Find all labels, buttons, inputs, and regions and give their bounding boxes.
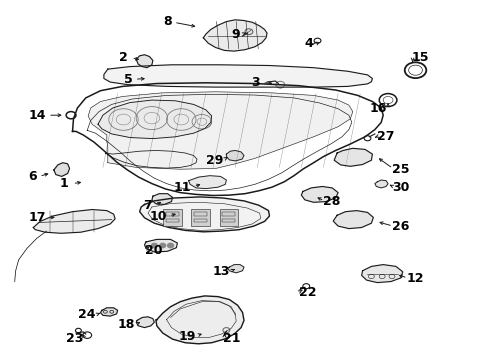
Polygon shape	[98, 100, 212, 139]
Bar	[166, 219, 179, 222]
Polygon shape	[88, 92, 353, 169]
Bar	[220, 209, 238, 226]
Circle shape	[168, 243, 173, 248]
Text: 20: 20	[145, 244, 162, 257]
Text: 2: 2	[119, 51, 127, 64]
Text: 24: 24	[78, 309, 96, 321]
Text: 9: 9	[231, 28, 240, 41]
Bar	[166, 212, 179, 216]
Polygon shape	[189, 176, 226, 189]
Text: 29: 29	[206, 154, 223, 167]
Text: 22: 22	[299, 286, 317, 299]
Text: 6: 6	[28, 170, 37, 183]
Text: 26: 26	[392, 220, 409, 233]
Polygon shape	[145, 239, 177, 252]
Text: 8: 8	[163, 15, 172, 28]
Text: 1: 1	[60, 177, 69, 190]
Text: 30: 30	[392, 181, 409, 194]
Text: 19: 19	[179, 330, 196, 343]
Polygon shape	[203, 20, 267, 51]
Polygon shape	[334, 148, 372, 166]
Polygon shape	[100, 308, 118, 316]
Bar	[222, 219, 235, 222]
Polygon shape	[136, 317, 154, 328]
Polygon shape	[136, 55, 153, 68]
Bar	[191, 209, 210, 226]
Text: 15: 15	[412, 51, 429, 64]
Text: 21: 21	[223, 332, 241, 345]
Bar	[163, 209, 182, 226]
Polygon shape	[362, 265, 403, 283]
Text: 23: 23	[66, 332, 83, 345]
Polygon shape	[375, 180, 388, 188]
Text: 27: 27	[377, 130, 395, 143]
Polygon shape	[33, 210, 115, 233]
Polygon shape	[152, 194, 172, 204]
Circle shape	[160, 243, 166, 248]
Text: 16: 16	[370, 102, 387, 114]
Bar	[194, 212, 207, 216]
Text: 4: 4	[305, 37, 314, 50]
Text: 14: 14	[29, 109, 47, 122]
Polygon shape	[301, 186, 338, 202]
Circle shape	[151, 243, 157, 248]
Polygon shape	[226, 150, 244, 161]
Text: 25: 25	[392, 163, 410, 176]
Text: 17: 17	[29, 211, 47, 224]
Polygon shape	[228, 265, 244, 273]
Polygon shape	[156, 296, 244, 344]
Bar	[194, 219, 207, 222]
Polygon shape	[54, 163, 70, 176]
Text: 3: 3	[251, 76, 260, 89]
Text: 18: 18	[118, 318, 135, 331]
Text: 5: 5	[123, 73, 132, 86]
Text: 11: 11	[173, 181, 191, 194]
Text: 7: 7	[143, 199, 152, 212]
Bar	[222, 212, 235, 216]
Text: 12: 12	[407, 273, 424, 285]
Text: 28: 28	[323, 195, 341, 208]
Text: 10: 10	[149, 210, 167, 222]
Polygon shape	[140, 197, 270, 232]
Polygon shape	[104, 65, 372, 87]
Text: 13: 13	[213, 265, 230, 278]
Polygon shape	[333, 211, 373, 229]
